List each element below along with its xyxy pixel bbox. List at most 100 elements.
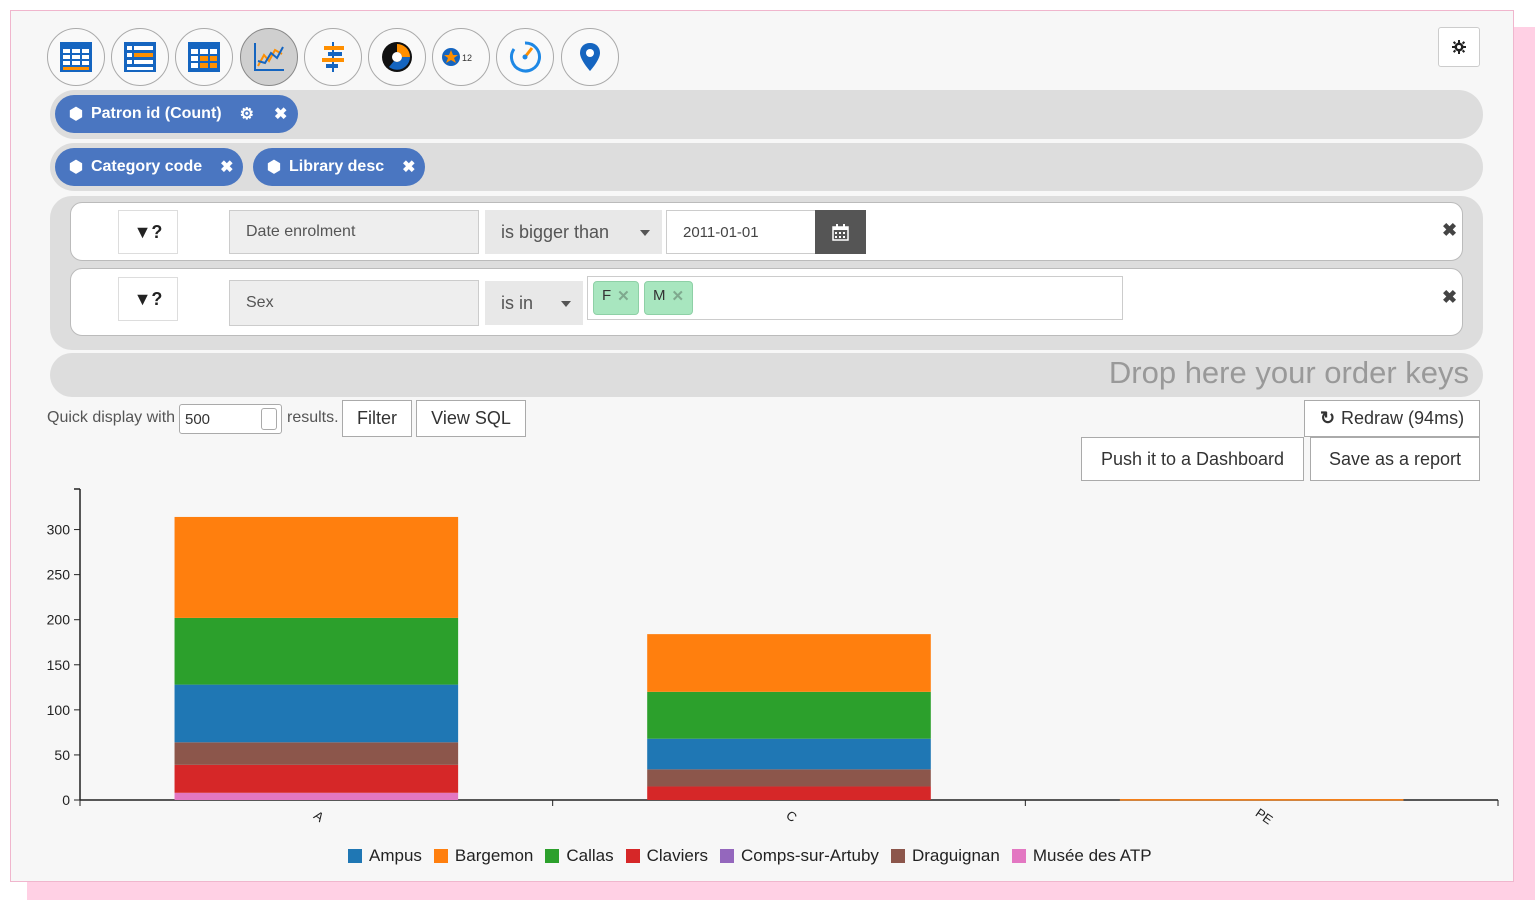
legend-label: Callas <box>566 846 614 865</box>
bar-segment <box>174 742 459 765</box>
bar-segment <box>647 634 931 692</box>
metric-badge-button[interactable]: 12 <box>432 28 490 86</box>
remove-tag-icon[interactable]: ✕ <box>671 288 685 305</box>
svg-text:12: 12 <box>462 53 472 63</box>
legend-label: Comps-sur-Artuby <box>741 846 879 865</box>
y-tick-label: 100 <box>47 702 71 718</box>
legend-label: Draguignan <box>911 846 1000 865</box>
legend-item[interactable]: Comps-sur-Artuby <box>720 846 879 866</box>
legend-swatch <box>1011 849 1026 863</box>
funnel-icon: ▼ <box>133 288 152 309</box>
cube-icon: ⬢ <box>69 106 83 123</box>
filter-tag: M ✕ <box>644 281 694 315</box>
save-report-button[interactable]: Save as a report <box>1310 437 1480 481</box>
limit-input[interactable]: 500 <box>179 404 282 434</box>
legend-item[interactable]: Bargemon <box>433 846 534 866</box>
calendar-button[interactable] <box>815 210 866 254</box>
pivot-table-icon <box>188 42 220 72</box>
legend-item[interactable]: Claviers <box>625 846 709 866</box>
redraw-button[interactable]: ↻ Redraw (94ms) <box>1304 400 1480 437</box>
dimension-pill[interactable]: ⬢ Library desc ✖ <box>253 148 425 186</box>
cube-icon: ⬢ <box>267 159 281 176</box>
filter-operator-select[interactable]: is bigger than <box>485 210 662 254</box>
gear-icon[interactable]: ⚙ <box>239 106 254 123</box>
refresh-icon: ↻ <box>1319 408 1336 428</box>
results-label: results. <box>287 409 339 426</box>
line-chart-icon <box>254 43 284 71</box>
remove-tag-icon[interactable]: ✕ <box>617 288 630 305</box>
bar-chart-button[interactable] <box>304 28 362 86</box>
y-tick-label: 200 <box>47 612 71 628</box>
push-dashboard-button[interactable]: Push it to a Dashboard <box>1081 437 1304 481</box>
map-button[interactable] <box>561 28 619 86</box>
measure-pill[interactable]: ⬢ Patron id (Count) ⚙ ✖ <box>55 95 298 133</box>
filter-toggle-label: ? <box>151 288 163 309</box>
calendar-icon <box>832 223 849 241</box>
legend-item[interactable]: Ampus <box>348 846 422 866</box>
legend-swatch <box>625 849 640 863</box>
filter-toggle-label: ? <box>151 221 163 242</box>
x-tick-label: C <box>783 807 799 825</box>
close-icon[interactable]: ✖ <box>402 159 416 176</box>
legend-label: Bargemon <box>454 846 534 865</box>
legend-swatch <box>890 849 905 863</box>
filter-toggle-button[interactable]: ▼? <box>118 210 178 254</box>
legend-label: Claviers <box>646 846 709 865</box>
legend-label: Ampus <box>369 846 422 865</box>
list-view-button[interactable] <box>111 28 169 86</box>
remove-filter-icon[interactable]: ✖ <box>1442 287 1458 307</box>
view-sql-button[interactable]: View SQL <box>416 400 526 437</box>
line-chart-button[interactable] <box>240 28 298 86</box>
remove-filter-icon[interactable]: ✖ <box>1442 220 1458 240</box>
cube-icon: ⬢ <box>69 159 83 176</box>
gear-icon <box>1452 40 1466 54</box>
filter-operator-value: is in <box>501 292 534 313</box>
y-tick-label: 300 <box>47 522 71 538</box>
x-tick-label: PE <box>1253 805 1276 827</box>
legend-item[interactable]: Callas <box>545 846 614 866</box>
filter-button[interactable]: Filter <box>342 400 412 437</box>
dimension-label: Category code <box>90 158 203 175</box>
legend-item[interactable]: Draguignan <box>890 846 1000 866</box>
donut-chart-button[interactable] <box>368 28 426 86</box>
table-view-icon <box>60 42 92 72</box>
pivot-table-button[interactable] <box>175 28 233 86</box>
legend-item[interactable]: Musée des ATP <box>1011 846 1152 866</box>
filter-row: ▼? Date enrolment is bigger than 2011-01… <box>70 202 1463 261</box>
close-icon[interactable]: ✖ <box>220 159 234 176</box>
legend-swatch <box>433 849 448 863</box>
bar-segment <box>174 792 459 800</box>
funnel-icon: ▼ <box>133 221 152 242</box>
x-tick-label: A <box>311 808 327 825</box>
table-view-button[interactable] <box>47 28 105 86</box>
legend-swatch <box>545 849 560 863</box>
metric-badge-icon: 12 <box>442 48 472 66</box>
y-tick-label: 50 <box>54 747 70 763</box>
chart-legend: Ampus Bargemon Callas Claviers Comps-sur-Art… <box>348 846 1164 866</box>
date-input[interactable]: 2011-01-01 <box>666 210 816 254</box>
limit-value: 500 <box>185 410 211 428</box>
bar-segment <box>174 617 459 685</box>
gauge-button[interactable] <box>496 28 554 86</box>
filter-field: Sex <box>229 280 479 326</box>
filter-row: ▼? Sex is in F ✕ M ✕ ✖ <box>70 268 1463 336</box>
list-view-icon <box>124 42 156 72</box>
settings-button[interactable] <box>1438 27 1480 67</box>
redraw-label: Redraw (94ms) <box>1341 408 1465 428</box>
bar-segment <box>1119 799 1404 801</box>
dimension-pill[interactable]: ⬢ Category code ✖ <box>55 148 243 186</box>
bar-segment <box>647 691 931 739</box>
close-icon[interactable]: ✖ <box>273 106 288 123</box>
bar-segment <box>647 738 931 770</box>
donut-chart-icon <box>382 42 412 72</box>
bar-segment <box>174 516 459 618</box>
filter-toggle-button[interactable]: ▼? <box>118 277 178 321</box>
legend-swatch <box>348 849 362 863</box>
filter-tag: F ✕ <box>593 281 639 315</box>
order-dropzone[interactable]: Drop here your order keys <box>50 353 1483 397</box>
filter-operator-select[interactable]: is in <box>485 281 583 325</box>
quick-display-label: Quick display with <box>47 409 176 426</box>
limit-spinner[interactable] <box>261 408 277 430</box>
bar-segment <box>174 764 459 793</box>
